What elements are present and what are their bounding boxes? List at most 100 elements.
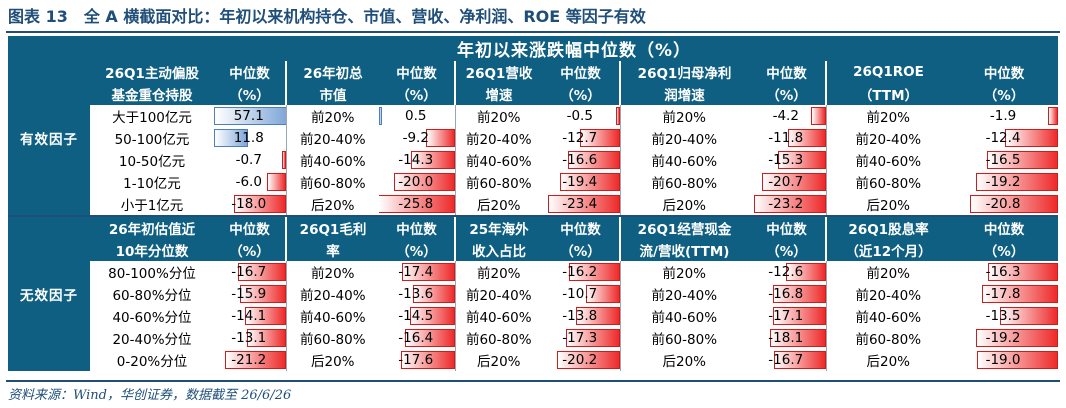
median-header: 中位数 bbox=[542, 215, 620, 239]
median-header: 中位数 bbox=[748, 61, 826, 83]
data-bar bbox=[565, 329, 620, 347]
median-cell: -17.4 bbox=[379, 261, 455, 283]
bucket-label: 前60-80% bbox=[454, 327, 542, 349]
median-cell: -16.6 bbox=[542, 149, 620, 171]
data-bar bbox=[788, 129, 826, 147]
median-header: 中位数 bbox=[214, 61, 286, 83]
median-value: -15.3 bbox=[768, 152, 804, 168]
bucket-label: 前20% bbox=[285, 261, 379, 283]
median-header: 中位数 bbox=[950, 215, 1059, 239]
median-value: 57.1 bbox=[233, 108, 264, 124]
factor-header: 25年海外 bbox=[454, 215, 542, 239]
bucket-label: 10-50亿元 bbox=[90, 149, 214, 171]
bottom-rule bbox=[6, 380, 1060, 382]
median-cell: -13.1 bbox=[214, 327, 286, 349]
median-cell: -18.1 bbox=[748, 327, 826, 349]
median-header: （%） bbox=[379, 83, 455, 105]
median-header: 中位数 bbox=[214, 215, 286, 239]
median-cell: -1.9 bbox=[950, 105, 1059, 127]
data-bar bbox=[379, 195, 455, 213]
median-value: -16.5 bbox=[985, 152, 1021, 168]
data-bar bbox=[410, 307, 455, 325]
bucket-label: 前60-80% bbox=[285, 327, 379, 349]
median-value: -20.7 bbox=[768, 174, 804, 190]
median-cell: -25.8 bbox=[379, 193, 455, 216]
bucket-label: 前40-60% bbox=[285, 305, 379, 327]
bucket-label: 前20% bbox=[619, 261, 748, 283]
factor-header: 26Q1毛利 bbox=[285, 215, 379, 239]
source-note: 资料来源：Wind，华创证券，数据截至 26/6/26 bbox=[8, 388, 292, 403]
bucket-label: 前60-80% bbox=[619, 171, 748, 193]
data-bar bbox=[401, 351, 455, 369]
median-value: -16.7 bbox=[231, 264, 267, 280]
median-cell: -19.2 bbox=[950, 327, 1059, 349]
data-bar bbox=[237, 263, 286, 281]
bucket-label: 前20-40% bbox=[285, 283, 379, 305]
factor-header: （TTM） bbox=[825, 83, 950, 105]
bucket-label: 前40-60% bbox=[825, 149, 950, 171]
median-cell: -9.2 bbox=[379, 127, 455, 149]
median-cell: -16.4 bbox=[379, 327, 455, 349]
median-cell: -19.2 bbox=[950, 171, 1059, 193]
data-bar bbox=[225, 351, 286, 369]
median-cell: -0.5 bbox=[542, 105, 620, 127]
median-value: 11.8 bbox=[233, 130, 264, 146]
median-cell: -13.5 bbox=[950, 305, 1059, 327]
median-value: -19.0 bbox=[985, 352, 1021, 368]
bucket-label: 大于100亿元 bbox=[90, 105, 214, 127]
table-row: 80-100%分位 -16.7 前20% -17.4 前20% -16.2 前20% -12.… bbox=[8, 261, 1059, 283]
bucket-label: 后20% bbox=[285, 349, 379, 371]
header-row: 无效因子 26年初估值近 中位数 26Q1毛利 中位数 25年海外 中位数 26Q1经营现金中… bbox=[8, 215, 1059, 371]
median-value: -16.2 bbox=[562, 264, 598, 280]
bucket-label: 20-40%分位 bbox=[90, 327, 214, 349]
median-value: -13.6 bbox=[398, 286, 434, 302]
median-value: -13.1 bbox=[231, 330, 267, 346]
bucket-label: 1-10亿元 bbox=[90, 171, 214, 193]
median-value: -17.6 bbox=[398, 352, 434, 368]
factor-header: 26Q1主动偏股 bbox=[90, 61, 214, 83]
median-cell: 57.1 bbox=[214, 105, 286, 127]
bucket-label: 前40-60% bbox=[619, 305, 748, 327]
median-value: -16.8 bbox=[768, 286, 804, 302]
title-rule bbox=[6, 31, 1060, 33]
median-value: -4.2 bbox=[772, 108, 799, 124]
median-value: -15.9 bbox=[231, 286, 267, 302]
median-cell: -17.1 bbox=[748, 305, 826, 327]
median-cell: -20.7 bbox=[748, 171, 826, 193]
median-cell: -20.2 bbox=[542, 349, 620, 371]
median-cell: -12.7 bbox=[542, 127, 620, 149]
bucket-label: 前60-80% bbox=[825, 327, 950, 349]
bucket-label: 前20-40% bbox=[454, 127, 542, 149]
data-bar bbox=[266, 173, 286, 191]
median-value: -16.4 bbox=[398, 330, 434, 346]
band-corner bbox=[8, 36, 90, 61]
data-bar bbox=[1048, 107, 1059, 125]
factor-header: 10年分位数 bbox=[90, 239, 214, 261]
median-cell: -18.0 bbox=[214, 193, 286, 216]
median-value: -0.5 bbox=[566, 108, 593, 124]
data-bar bbox=[234, 195, 286, 213]
median-cell: -15.9 bbox=[214, 283, 286, 305]
median-cell: -14.5 bbox=[379, 305, 455, 327]
factor-table: 年初以来涨跌幅中位数（%） 有效因子 26Q1主动偏股 中位数 26年初总 中位数 26Q… bbox=[8, 36, 1059, 371]
factor-header: （近12个月） bbox=[825, 239, 950, 261]
factor-header: 26年初总 bbox=[285, 61, 379, 83]
data-bar bbox=[977, 351, 1059, 369]
data-bar bbox=[394, 173, 455, 191]
median-header: 中位数 bbox=[379, 215, 455, 239]
factor-header: 26Q1ROE bbox=[825, 61, 950, 83]
median-value: -13.8 bbox=[562, 308, 598, 324]
median-header: （%） bbox=[950, 83, 1059, 105]
bucket-label: 前20-40% bbox=[454, 283, 542, 305]
median-cell: -11.8 bbox=[748, 127, 826, 149]
data-bar bbox=[1004, 129, 1059, 147]
figure-title: 图表 13 全 A 横截面对比：年初以来机构持仓、市值、营收、净利润、ROE 等… bbox=[8, 7, 646, 26]
median-value: -16.7 bbox=[768, 352, 804, 368]
bucket-label: 后20% bbox=[825, 349, 950, 371]
data-bar bbox=[569, 263, 620, 281]
header-row: 10年分位数 （%）率（%） 收入占比 （%） 流/营收(TTM) （%） （近12个月）（… bbox=[8, 239, 1059, 261]
median-value: 0.5 bbox=[405, 108, 427, 124]
bucket-label: 前60-80% bbox=[825, 171, 950, 193]
bucket-label: 前20-40% bbox=[825, 127, 950, 149]
median-cell: -16.7 bbox=[214, 261, 286, 283]
